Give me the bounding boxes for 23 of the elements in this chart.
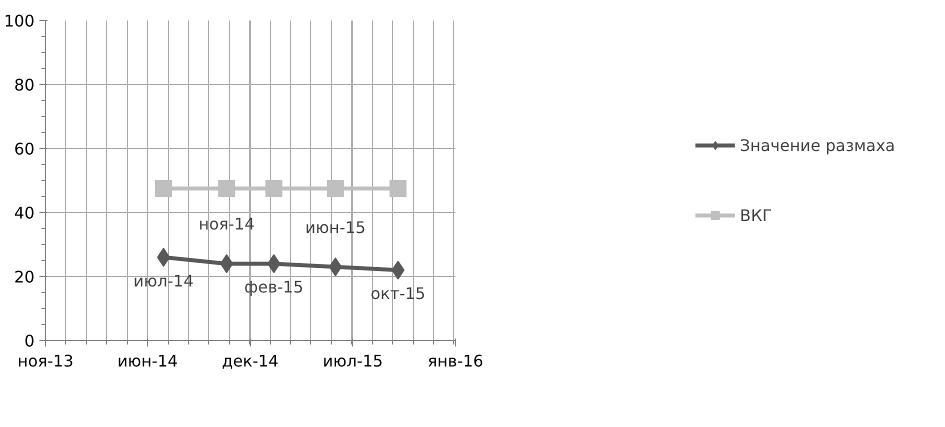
y-tick-label: 80 xyxy=(14,76,34,94)
y-tick-label: 100 xyxy=(4,12,35,30)
point xyxy=(390,180,407,197)
y-tick-label: 60 xyxy=(14,140,34,158)
annotation: июн-15 xyxy=(305,218,366,237)
point xyxy=(218,180,236,197)
legend-label: ВКГ xyxy=(740,206,772,224)
y-tick-label: 20 xyxy=(14,268,34,286)
y-tick-label: 40 xyxy=(14,204,34,222)
legend-label: Значение размаха xyxy=(740,136,896,154)
point xyxy=(155,180,172,197)
annotation: фев-15 xyxy=(244,278,304,297)
point xyxy=(326,180,344,197)
x-tick-label: июл-15 xyxy=(322,352,383,370)
x-tick-label: дек-14 xyxy=(222,352,279,370)
x-tick-label: июн-14 xyxy=(117,352,178,370)
annotation: июл-14 xyxy=(133,271,194,290)
annotation: окт-15 xyxy=(370,284,426,304)
y-tick-label: 0 xyxy=(24,332,35,350)
point xyxy=(265,180,282,197)
x-tick-label: янв-16 xyxy=(428,352,484,370)
annotation: ноя-14 xyxy=(198,214,255,234)
x-tick-label: ноя-13 xyxy=(17,352,74,370)
